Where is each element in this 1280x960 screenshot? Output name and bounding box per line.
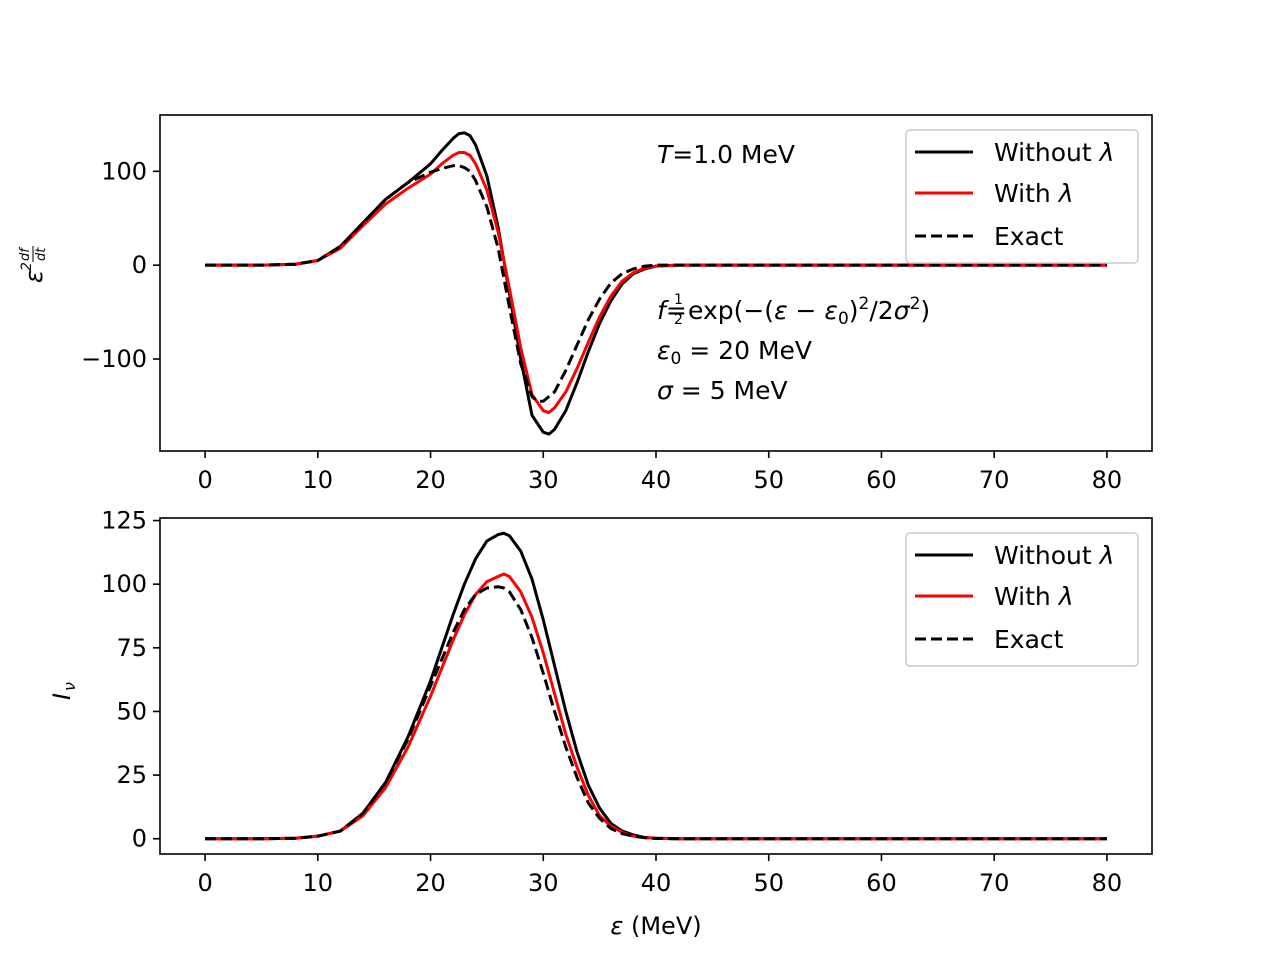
top-series-with: [205, 151, 1107, 415]
top-legend-box: [905, 129, 1139, 264]
bottom-series-exact: [205, 585, 1107, 841]
top-x-tick-label: 0: [197, 466, 212, 494]
top-x-tick-label: 20: [415, 466, 446, 494]
bottom-legend-exact-label: Exact: [994, 625, 1064, 654]
bottom-y-tick-label: 50: [116, 697, 147, 725]
bottom-x-axis-label: ε (MeV): [610, 912, 701, 940]
top-legend-with-label: With λ: [994, 179, 1074, 208]
bottom-y-tick-label: 0: [132, 825, 147, 853]
bottom-x-tick-label: 40: [641, 869, 672, 897]
top-series-exact: [205, 164, 1107, 403]
bottom-x-tick-label: 70: [979, 869, 1010, 897]
top-x-ticks: 0 10 20 30 40 50 60 70 80: [197, 451, 1122, 494]
top-y-tick-label: −100: [81, 345, 147, 373]
top-y-tick-label: 100: [101, 157, 147, 185]
bottom-legend-with-label: With λ: [994, 582, 1074, 611]
bottom-y-tick-label: 75: [116, 634, 147, 662]
temperature-annotation: T=1.0 MeV: [657, 140, 795, 169]
bottom-y-tick-label: 100: [101, 570, 147, 598]
bottom-x-ticks: 0 10 20 30 40 50 60 70 80: [197, 854, 1122, 897]
bottom-panel: 0 10 20 30 40 50 60 70 80 0 25 50 75 100 125 I ν ε (M…: [48, 507, 1153, 940]
formula-annotation-body: exp(−(ε − ε0)2/2σ2): [688, 294, 930, 329]
bottom-y-tick-label: 125: [101, 507, 147, 535]
top-legend-exact-label: Exact: [994, 222, 1064, 251]
top-ylabel-epsilon: ε: [20, 270, 48, 283]
bottom-y-axis-label: I ν: [48, 682, 79, 700]
bottom-x-tick-label: 30: [528, 869, 559, 897]
bottom-series-with: [205, 572, 1107, 841]
bottom-ylabel-I: I: [48, 693, 76, 700]
top-y-axis-label: ε 2 df dt: [18, 246, 49, 283]
formula-annotation: f=: [657, 296, 687, 325]
top-panel: 0 10 20 30 40 50 60 70 80 100 0 −100 ε 2 df dt T=1…: [18, 114, 1153, 494]
bottom-plot-lines: [205, 531, 1107, 841]
bottom-ylabel-nu: ν: [60, 682, 79, 691]
top-ylabel-numerator: df: [18, 246, 33, 261]
top-x-tick-label: 40: [641, 466, 672, 494]
bottom-legend-without-label: Without λ: [994, 541, 1114, 570]
top-x-tick-label: 80: [1092, 466, 1123, 494]
bottom-x-tick-label: 50: [753, 869, 784, 897]
bottom-legend-box: [905, 532, 1139, 667]
top-x-tick-label: 30: [528, 466, 559, 494]
top-legend: Without λ With λ Exact: [905, 129, 1139, 264]
bottom-legend: Without λ With λ Exact: [905, 532, 1139, 667]
bottom-y-tick-label: 25: [116, 761, 147, 789]
half-denominator: 2: [674, 312, 683, 328]
top-x-tick-label: 10: [303, 466, 334, 494]
top-y-ticks: 100 0 −100: [81, 157, 160, 373]
bottom-x-tick-label: 80: [1092, 869, 1123, 897]
formula-half-fraction: 1 2: [673, 292, 684, 328]
bottom-x-tick-label: 0: [197, 869, 212, 897]
top-x-tick-label: 70: [979, 466, 1010, 494]
top-ylabel-denominator: dt: [34, 247, 49, 261]
epsilon0-annotation: ε0 = 20 MeV: [657, 336, 812, 369]
bottom-x-tick-label: 20: [415, 869, 446, 897]
top-legend-without-label: Without λ: [994, 138, 1114, 167]
bottom-x-tick-label: 10: [303, 869, 334, 897]
sigma-annotation: σ = 5 MeV: [657, 376, 788, 405]
top-y-tick-label: 0: [132, 251, 147, 279]
top-ylabel-exponent: 2: [19, 262, 35, 271]
bottom-x-tick-label: 60: [866, 869, 897, 897]
top-x-tick-label: 60: [866, 466, 897, 494]
top-x-tick-label: 50: [753, 466, 784, 494]
half-numerator: 1: [674, 292, 683, 308]
bottom-y-ticks: 0 25 50 75 100 125: [101, 507, 160, 853]
top-plot-lines: [205, 131, 1107, 436]
